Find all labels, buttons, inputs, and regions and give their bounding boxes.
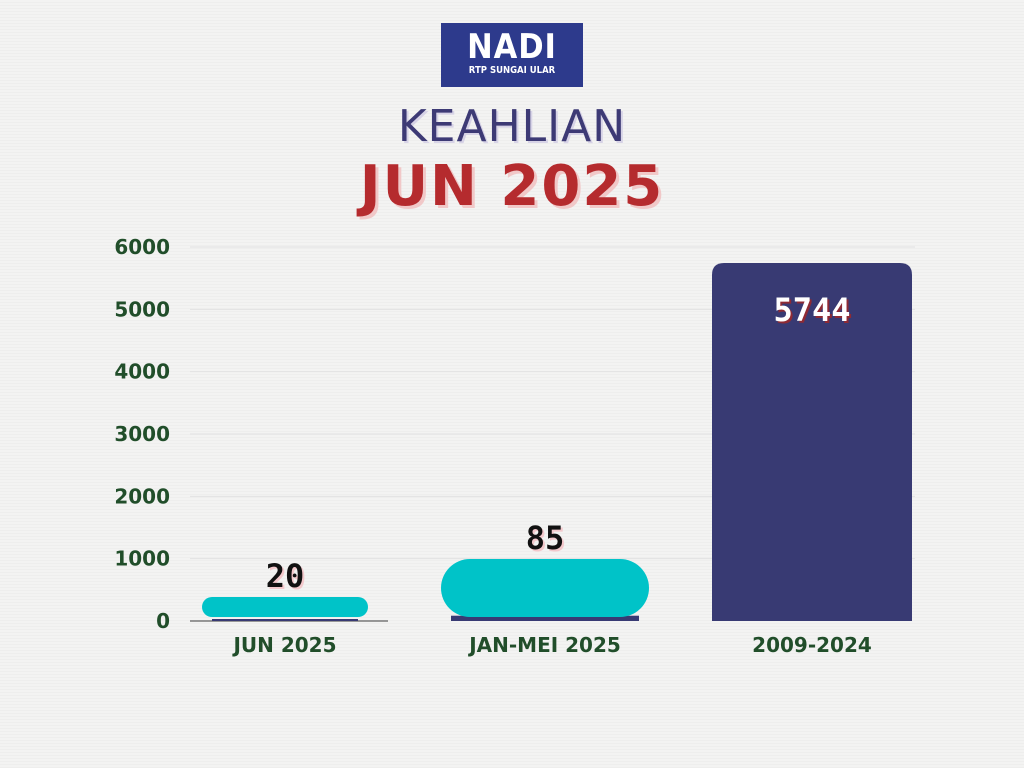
bar-highlight xyxy=(202,597,368,617)
y-tick-label: 5000 xyxy=(114,297,170,321)
y-tick-label: 0 xyxy=(156,609,170,633)
logo-wordmark: NADI xyxy=(467,27,557,67)
bar xyxy=(451,615,639,621)
data-label: 20 xyxy=(266,557,305,595)
bar xyxy=(212,619,358,621)
y-tick-label: 1000 xyxy=(114,547,170,571)
x-tick-label: JAN-MEI 2025 xyxy=(467,633,621,657)
nadi-logo: NADI RTP SUNGAI ULAR xyxy=(441,23,583,87)
data-label-shadow: 85 xyxy=(528,521,567,559)
y-tick-label: 3000 xyxy=(114,422,170,446)
data-label: 5744 xyxy=(773,291,850,329)
x-tick-label: JUN 2025 xyxy=(231,633,336,657)
bar-highlight xyxy=(441,559,649,617)
data-label-shadow: 5744 xyxy=(775,293,852,331)
y-tick-label: 2000 xyxy=(114,484,170,508)
x-tick-label: 2009-2024 xyxy=(752,633,872,657)
logo-subtitle: RTP SUNGAI ULAR xyxy=(468,65,556,76)
chart-title: KEAHLIAN xyxy=(397,101,627,152)
y-tick-label: 4000 xyxy=(114,360,170,384)
data-label: 85 xyxy=(526,519,565,557)
y-tick-label: 6000 xyxy=(114,235,170,259)
chart-subtitle: JUN 2025 xyxy=(359,154,665,219)
bar xyxy=(712,262,912,621)
data-label-shadow: 20 xyxy=(268,559,307,597)
